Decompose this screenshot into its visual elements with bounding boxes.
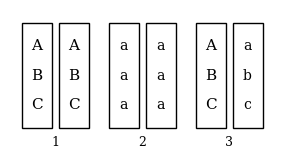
Text: C: C [205,98,216,112]
Text: A: A [205,39,216,53]
Text: 1: 1 [51,135,59,148]
Bar [22,23,51,128]
Bar [233,23,262,128]
Text: 2: 2 [138,135,146,148]
Text: a: a [156,98,165,112]
Text: c: c [244,98,251,112]
Text: A: A [31,39,42,53]
Bar [108,23,139,128]
Text: C: C [68,98,79,112]
Text: C: C [31,98,42,112]
Text: a: a [119,98,128,112]
Text: b: b [243,69,252,82]
Text: a: a [119,39,128,53]
Text: B: B [205,69,216,82]
Text: a: a [156,39,165,53]
Text: a: a [243,39,252,53]
Text: 3: 3 [225,135,233,148]
Text: A: A [68,39,79,53]
Text: a: a [156,69,165,82]
Bar [59,23,89,128]
Text: a: a [119,69,128,82]
Text: B: B [68,69,79,82]
Text: B: B [31,69,42,82]
Bar [145,23,176,128]
Bar [195,23,225,128]
